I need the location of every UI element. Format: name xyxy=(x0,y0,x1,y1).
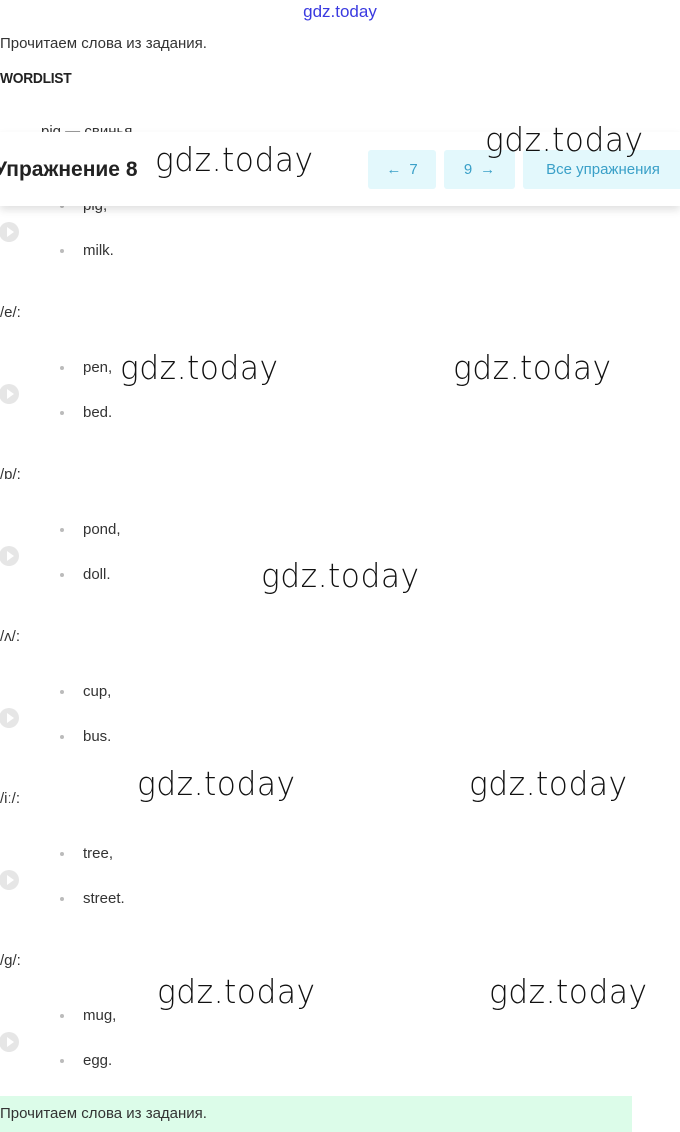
word-list-item: doll. xyxy=(60,566,111,583)
arrow-left-icon: ← xyxy=(386,161,402,178)
bullet-icon xyxy=(60,528,64,533)
phoneme-section: /e/: pen, bed. xyxy=(0,304,680,475)
bullet-icon xyxy=(60,690,64,695)
play-audio-icon[interactable] xyxy=(0,1032,19,1052)
word-list-item: milk. xyxy=(60,242,114,259)
word-text: tree, xyxy=(83,845,114,862)
word-list-item: pond, xyxy=(60,521,121,538)
phoneme-label: /iː/: xyxy=(0,790,21,807)
phoneme-label: /e/: xyxy=(0,304,21,321)
page-title: Упражнение 8 xyxy=(0,158,138,181)
play-audio-icon[interactable] xyxy=(0,546,19,566)
watermark: gdz.today xyxy=(453,348,612,387)
word-list-item: street. xyxy=(60,890,125,907)
word-list-item: tree, xyxy=(60,845,113,862)
bullet-icon xyxy=(60,204,64,209)
phoneme-section: /iː/: tree, street. xyxy=(0,790,680,961)
intro-text: Прочитаем слова из задания. xyxy=(0,35,207,52)
prev-exercise-button[interactable]: ← 7 xyxy=(368,150,436,189)
bullet-icon xyxy=(60,411,64,416)
word-text: bus. xyxy=(83,728,112,745)
word-list-item: egg. xyxy=(60,1052,112,1069)
play-audio-icon[interactable] xyxy=(0,384,19,404)
word-text: pen, xyxy=(83,359,113,376)
word-text: pond, xyxy=(83,521,121,538)
word-text: milk. xyxy=(83,242,114,259)
bullet-icon xyxy=(60,1014,64,1019)
watermark: gdz.today xyxy=(261,556,420,595)
word-text: bed. xyxy=(83,404,113,421)
answer-box: Прочитаем слова из задания. xyxy=(0,1096,632,1132)
next-exercise-button[interactable]: 9 → xyxy=(444,150,515,189)
bullet-icon xyxy=(60,852,64,857)
word-list-item: cup, xyxy=(60,683,111,700)
phoneme-section: /ɒ/: pond, doll. xyxy=(0,466,680,637)
all-exercises-button[interactable]: Все упражнения xyxy=(523,150,680,189)
watermark: gdz.today xyxy=(485,120,644,159)
play-audio-icon[interactable] xyxy=(0,708,19,728)
watermark: gdz.today xyxy=(120,348,279,387)
play-audio-icon[interactable] xyxy=(0,222,19,242)
word-list-item: mug, xyxy=(60,1007,116,1024)
word-list-item: bed. xyxy=(60,404,112,421)
bullet-icon xyxy=(60,1059,64,1064)
phoneme-label: /ʌ/: xyxy=(0,628,21,645)
bullet-icon xyxy=(60,897,64,902)
play-audio-icon[interactable] xyxy=(0,870,19,890)
watermark: gdz.today xyxy=(137,764,296,803)
word-text: cup, xyxy=(83,683,112,700)
sticky-header: Упражнение 8 ← 7 9 → Все упражнения xyxy=(0,132,680,206)
watermark: gdz.today xyxy=(155,140,314,179)
arrow-right-icon: → xyxy=(480,161,496,178)
watermark: gdz.today xyxy=(469,764,628,803)
word-text: mug, xyxy=(83,1007,117,1024)
wordlist-heading: WORDLIST xyxy=(0,70,72,87)
bullet-icon xyxy=(60,735,64,740)
prev-label: 7 xyxy=(409,161,418,178)
phoneme-label: /g/: xyxy=(0,952,21,969)
word-list-item: bus. xyxy=(60,728,111,745)
watermark: gdz.today xyxy=(489,972,648,1011)
phoneme-section: /g/: mug, egg. xyxy=(0,952,680,1123)
phoneme-section: /ʌ/: cup, bus. xyxy=(0,628,680,799)
bullet-icon xyxy=(60,366,64,371)
watermark: gdz.today xyxy=(157,972,316,1011)
word-text: egg. xyxy=(83,1052,113,1069)
word-text: street. xyxy=(83,890,125,907)
watermark-top: gdz.today xyxy=(303,2,377,21)
word-list-item: pen, xyxy=(60,359,112,376)
word-text: doll. xyxy=(83,566,111,583)
bullet-icon xyxy=(60,573,64,578)
next-label: 9 xyxy=(463,161,473,178)
bullet-icon xyxy=(60,249,64,254)
phoneme-label: /ɒ/: xyxy=(0,466,21,483)
